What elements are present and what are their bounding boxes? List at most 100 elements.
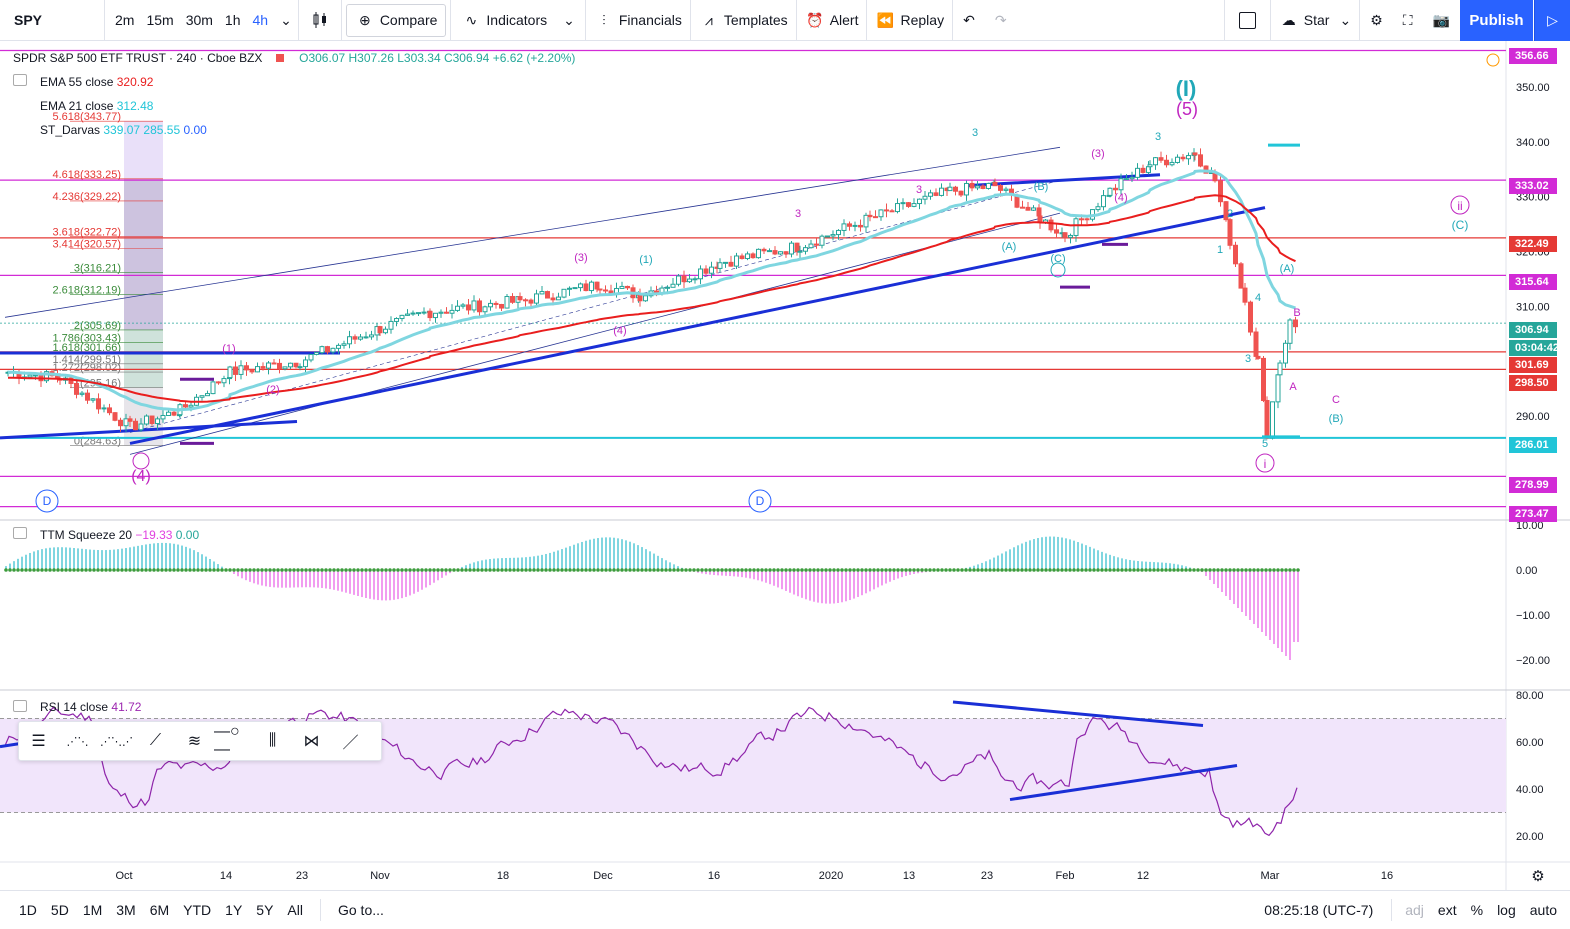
ema21-legend[interactable]: EMA 21 close 312.48 bbox=[40, 99, 154, 113]
line-tool[interactable]: ／ bbox=[331, 722, 370, 760]
rsi-legend[interactable]: RSI 14 close 41.72 bbox=[40, 700, 142, 714]
candle-body bbox=[155, 418, 160, 424]
star-button[interactable]: ☁ Star ⌄ bbox=[1271, 0, 1359, 41]
interval-15m[interactable]: 15m bbox=[146, 12, 174, 28]
price-tag: 273.47 bbox=[1509, 506, 1557, 522]
xabcd-pattern-tool[interactable]: ⋈ bbox=[292, 722, 331, 760]
symbol-search[interactable]: SPY bbox=[0, 0, 105, 41]
candle-body bbox=[455, 305, 460, 311]
axis-settings-gear-icon[interactable]: ⚙ bbox=[1531, 868, 1544, 885]
log-toggle[interactable]: log bbox=[1497, 902, 1516, 918]
price-tag: 315.64 bbox=[1509, 274, 1557, 290]
wave-count-label: (4) bbox=[613, 325, 626, 337]
ttm-squeeze-dot bbox=[1028, 568, 1032, 572]
fullscreen-button[interactable]: ⛶ bbox=[1393, 0, 1423, 41]
auto-toggle[interactable]: auto bbox=[1529, 902, 1557, 918]
wave-count-label: (4) bbox=[1114, 192, 1127, 204]
horizontal-ray-tool[interactable]: —○— bbox=[214, 722, 253, 760]
fib-icon: ≋ bbox=[187, 733, 202, 750]
redo-button[interactable]: ↷ bbox=[985, 0, 1017, 41]
trend-line-tool[interactable]: ⟋ bbox=[136, 722, 175, 760]
interval-dropdown[interactable]: ⌄ bbox=[274, 0, 298, 41]
ttm-squeeze-dot bbox=[948, 568, 952, 572]
ema21-line bbox=[8, 169, 1296, 412]
ttm-squeeze-dot bbox=[1216, 568, 1220, 572]
ttm-squeeze-dot bbox=[596, 568, 600, 572]
ttm-squeeze-dot bbox=[408, 568, 412, 572]
interval-1h[interactable]: 1h bbox=[224, 12, 241, 28]
compare-button[interactable]: ⊕ Compare bbox=[345, 3, 447, 37]
percent-toggle[interactable]: % bbox=[1470, 902, 1484, 918]
indicators-button[interactable]: ∿ Indicators ⌄ bbox=[451, 0, 584, 41]
ttm-squeeze-dot bbox=[296, 568, 300, 572]
clock-label[interactable]: 08:25:18 (UTC-7) bbox=[1264, 902, 1374, 918]
symbol-description: SPDR S&P 500 ETF TRUST · 240 · Cboe BZX bbox=[13, 51, 263, 65]
range-1m[interactable]: 1M bbox=[82, 902, 103, 918]
ttm-squeeze-dot bbox=[236, 568, 240, 572]
range-5d[interactable]: 5D bbox=[50, 902, 69, 918]
ttm-squeeze-dot bbox=[584, 568, 588, 572]
range-1d[interactable]: 1D bbox=[19, 902, 37, 918]
chart-style-button[interactable] bbox=[299, 0, 341, 41]
alert-button[interactable]: ⏰ Alert bbox=[805, 11, 859, 29]
rsi-collapse-button[interactable] bbox=[13, 700, 27, 712]
ttm-squeeze-dot bbox=[844, 568, 848, 572]
ttm-squeeze-dot bbox=[536, 568, 540, 572]
range-1y[interactable]: 1Y bbox=[225, 902, 243, 918]
fib-retracement-tool[interactable]: ≋ bbox=[175, 722, 214, 760]
range-ytd[interactable]: YTD bbox=[183, 902, 212, 918]
pitchfork-tool[interactable]: ⫼ bbox=[253, 722, 292, 760]
high-value: H307.26 bbox=[348, 51, 394, 65]
ttm-squeeze-dot bbox=[748, 568, 752, 572]
layout-button[interactable] bbox=[1225, 0, 1270, 41]
range-6m[interactable]: 6M bbox=[149, 902, 170, 918]
ttm-squeeze-dot bbox=[680, 568, 684, 572]
ttm-squeeze-dot bbox=[1212, 568, 1216, 572]
templates-button[interactable]: ⩘ Templates bbox=[691, 0, 796, 41]
ema55-legend[interactable]: EMA 55 close 320.92 bbox=[40, 75, 154, 89]
ttm-squeeze-dot bbox=[148, 568, 152, 572]
adj-toggle[interactable]: adj bbox=[1405, 902, 1424, 918]
abc-pattern-tool[interactable]: ⋰⋱ bbox=[58, 722, 97, 760]
wave-count-label: 2 bbox=[1227, 208, 1233, 220]
financials-button[interactable]: ⫶ Financials bbox=[586, 0, 690, 41]
chart-canvas[interactable]: 350.00340.00330.00320.00310.00300.00290.… bbox=[0, 41, 1570, 890]
candle-body bbox=[545, 291, 550, 299]
candle-body bbox=[85, 392, 90, 401]
snapshot-button[interactable]: 📷 bbox=[1423, 0, 1460, 41]
candle-body bbox=[767, 250, 772, 253]
goto-button[interactable]: Go to... bbox=[337, 902, 384, 918]
candle-body bbox=[778, 251, 783, 255]
candle-body bbox=[383, 328, 388, 334]
ttm-squeeze-dot bbox=[740, 568, 744, 572]
ttm-squeeze-dot bbox=[516, 568, 520, 572]
publish-menu-button[interactable]: ▷ bbox=[1534, 0, 1570, 41]
publish-button[interactable]: Publish bbox=[1460, 0, 1533, 41]
settings-button[interactable]: ⚙ bbox=[1360, 0, 1393, 41]
candle-body bbox=[992, 181, 998, 187]
undo-button[interactable]: ↶ bbox=[953, 0, 985, 41]
range-3m[interactable]: 3M bbox=[116, 902, 136, 918]
ttm-squeeze-dot bbox=[916, 568, 920, 572]
drag-handle[interactable]: ☰ bbox=[19, 722, 58, 760]
ttm-squeeze-dot bbox=[856, 568, 860, 572]
collapse-legend-button[interactable] bbox=[13, 74, 27, 86]
candle-body bbox=[510, 296, 515, 303]
interval-30m[interactable]: 30m bbox=[185, 12, 213, 28]
interval-4h[interactable]: 4h bbox=[252, 12, 269, 28]
ttm-legend[interactable]: TTM Squeeze 20 −19.33 0.00 bbox=[40, 528, 200, 542]
range-all[interactable]: All bbox=[287, 902, 303, 918]
ext-toggle[interactable]: ext bbox=[1437, 902, 1457, 918]
ttm-collapse-button[interactable] bbox=[13, 527, 27, 539]
range-5y[interactable]: 5Y bbox=[256, 902, 274, 918]
ttm-squeeze-dot bbox=[700, 568, 704, 572]
candle-body bbox=[1048, 219, 1054, 231]
candle-body bbox=[1233, 244, 1238, 265]
elliott-wave-tool[interactable]: ⋰⋱⋰ bbox=[97, 722, 136, 760]
ttm-squeeze-dot bbox=[1012, 568, 1016, 572]
time-axis-label: 23 bbox=[295, 870, 309, 882]
darvas-legend[interactable]: ST_Darvas 339.07 285.55 0.00 bbox=[40, 123, 207, 137]
interval-2m[interactable]: 2m bbox=[115, 12, 135, 28]
candle-body bbox=[449, 309, 455, 314]
replay-button[interactable]: ⏪ Replay bbox=[876, 11, 945, 29]
